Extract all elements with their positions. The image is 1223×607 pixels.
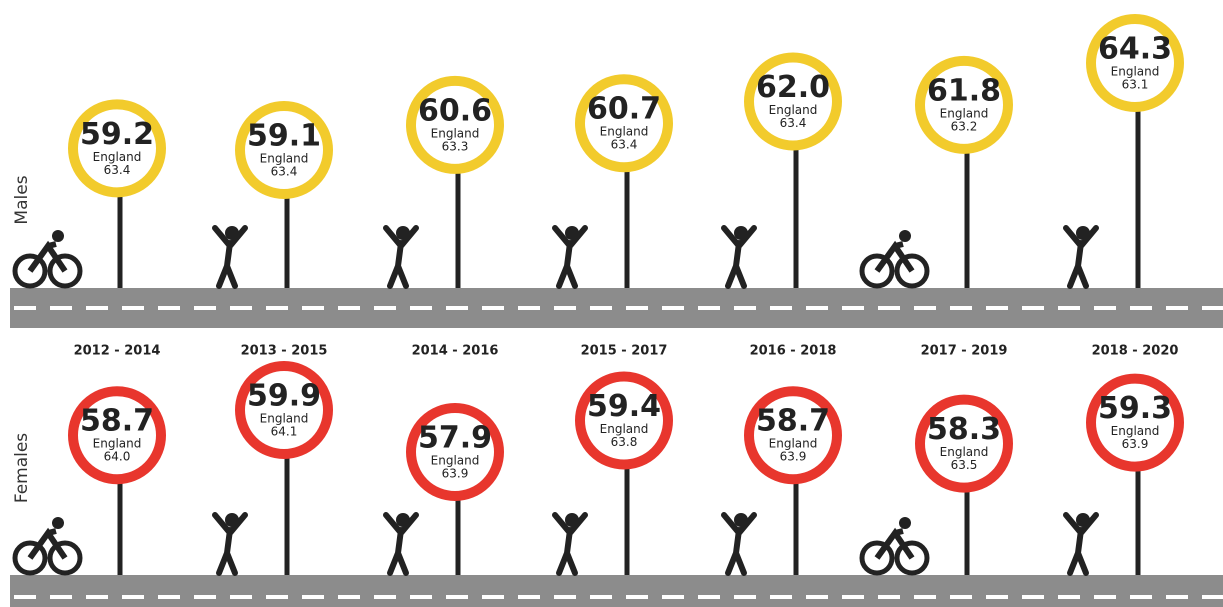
value-label: 57.9 [418, 421, 492, 456]
icon [899, 230, 911, 242]
benchmark-value: 63.9 [1122, 437, 1149, 451]
series-label: Females [12, 433, 32, 503]
benchmark-value: 63.5 [951, 458, 978, 472]
category-label: 2013 - 2015 [241, 344, 328, 359]
road [10, 575, 1223, 607]
category-label: 2016 - 2018 [750, 344, 837, 359]
value-label: 58.7 [756, 404, 830, 439]
value-label: 58.3 [927, 412, 1001, 447]
category-label: 2012 - 2014 [74, 344, 161, 359]
value-label: 59.4 [587, 389, 661, 424]
benchmark-value: 63.9 [780, 450, 807, 464]
benchmark-label: England [93, 150, 142, 164]
infographic: Males Females 2012 - 2014 2013 - 2015 2014… [0, 0, 1223, 607]
value-label: 59.1 [247, 119, 321, 154]
benchmark-label: England [431, 126, 480, 140]
benchmark-value: 63.3 [442, 139, 469, 153]
benchmark-label: England [940, 106, 989, 120]
benchmark-value: 63.4 [611, 138, 638, 152]
benchmark-label: England [260, 152, 309, 166]
benchmark-label: England [600, 125, 649, 139]
benchmark-label: England [769, 437, 818, 451]
benchmark-label: England [93, 437, 142, 451]
benchmark-value: 63.1 [1122, 78, 1149, 92]
benchmark-value: 63.9 [442, 467, 469, 481]
benchmark-label: England [940, 445, 989, 459]
benchmark-value: 64.0 [104, 450, 131, 464]
benchmark-label: England [1111, 424, 1160, 438]
icon [899, 517, 911, 529]
value-label: 60.6 [418, 93, 492, 128]
benchmark-value: 63.4 [104, 163, 131, 177]
value-label: 58.7 [80, 404, 154, 439]
icon [52, 230, 64, 242]
benchmark-label: England [600, 422, 649, 436]
value-label: 59.9 [247, 379, 321, 414]
benchmark-value: 63.4 [780, 116, 807, 130]
value-label: 60.7 [587, 92, 661, 127]
category-label: 2015 - 2017 [581, 344, 668, 359]
benchmark-label: England [431, 454, 480, 468]
benchmark-value: 63.4 [271, 165, 298, 179]
value-label: 62.0 [756, 70, 830, 105]
series-label: Males [12, 175, 32, 224]
category-label: 2018 - 2020 [1092, 344, 1179, 359]
benchmark-value: 64.1 [271, 425, 298, 439]
value-label: 59.2 [80, 117, 154, 152]
category-label: 2017 - 2019 [921, 344, 1008, 359]
value-label: 64.3 [1098, 32, 1172, 67]
value-label: 59.3 [1098, 391, 1172, 426]
benchmark-label: England [1111, 65, 1160, 79]
benchmark-value: 63.2 [951, 119, 978, 133]
benchmark-label: England [769, 103, 818, 117]
icon [52, 517, 64, 529]
benchmark-label: England [260, 412, 309, 426]
category-label: 2014 - 2016 [412, 344, 499, 359]
value-label: 61.8 [927, 73, 1001, 108]
benchmark-value: 63.8 [611, 435, 638, 449]
